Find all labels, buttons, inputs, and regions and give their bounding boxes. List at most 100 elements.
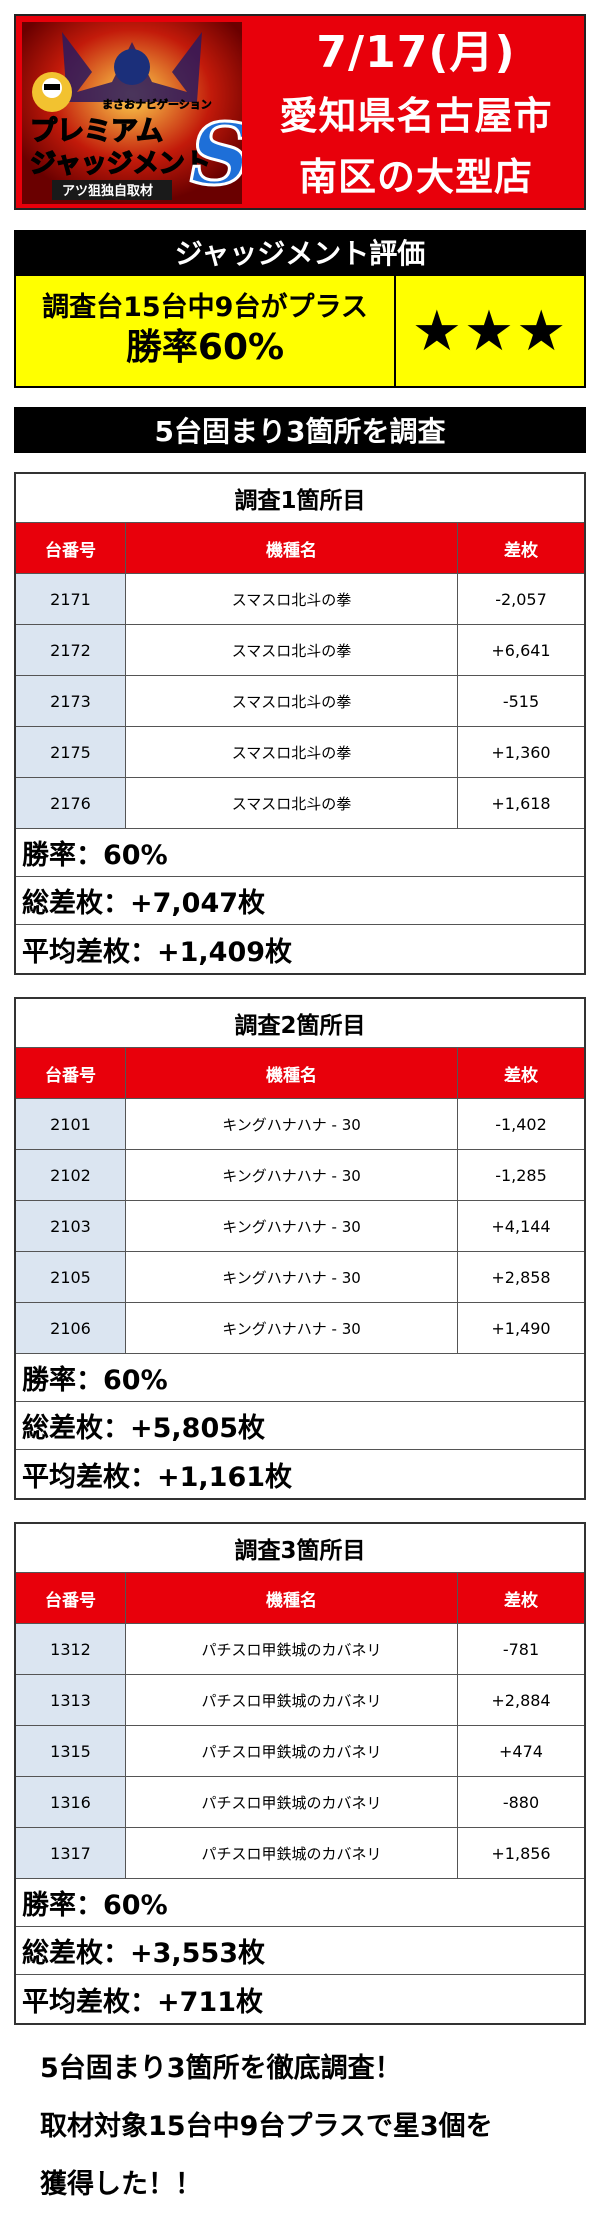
model-name: キングハナハナ - 30 bbox=[126, 1303, 458, 1353]
survey-location: 愛知県名古屋市 bbox=[279, 94, 553, 139]
table-row: 2101 キングハナハナ - 30 -1,402 bbox=[16, 1099, 584, 1150]
unit-number: 2176 bbox=[16, 778, 126, 828]
diff-value: -515 bbox=[502, 691, 540, 711]
diff-value: +2,858 bbox=[491, 1267, 551, 1287]
model-name: スマスロ北斗の拳 bbox=[126, 574, 458, 624]
unit-number: 1312 bbox=[16, 1624, 126, 1674]
judgment-title: ジャッジメント評価 bbox=[14, 230, 586, 274]
diff-value: +1,856 bbox=[491, 1843, 551, 1863]
section-total-diff: 総差枚：+3,553枚 bbox=[16, 1927, 584, 1975]
logo-small-text: まさおナビゲーション bbox=[102, 97, 212, 111]
column-unit: 台番号 bbox=[16, 1048, 126, 1098]
unit-number: 1313 bbox=[16, 1675, 126, 1725]
section-win-rate: 勝率：60% bbox=[16, 1879, 584, 1927]
unit-number: 2173 bbox=[16, 676, 126, 726]
table-row: 2171 スマスロ北斗の拳 -2,057 bbox=[16, 574, 584, 625]
diff-value: -1,285 bbox=[495, 1165, 547, 1185]
table-row: 1313 パチスロ甲鉄城のカバネリ +2,884 bbox=[16, 1675, 584, 1726]
logo-banner-text: アツ狙独自取材 bbox=[62, 183, 153, 199]
table-row: 2106 キングハナハナ - 30 +1,490 bbox=[16, 1303, 584, 1354]
section-average-diff: 平均差枚：+1,409枚 bbox=[22, 936, 293, 968]
column-diff: 差枚 bbox=[504, 1065, 538, 1086]
section-total-diff: 総差枚：+7,047枚 bbox=[16, 877, 584, 925]
header-banner: まさおナビゲーション プレミアム ジャッジメント S アツ狙独自取材 7/17(… bbox=[14, 14, 586, 210]
header-text: 7/17(月) 愛知県名古屋市 南区の大型店 bbox=[248, 20, 584, 208]
diff-value: +474 bbox=[499, 1741, 543, 1761]
closing-line-3: 獲得した！！ bbox=[40, 2169, 202, 2200]
unit-number: 2101 bbox=[16, 1099, 126, 1149]
survey-section-1: 調査1箇所目 台番号 機種名 差枚 2171 スマスロ北斗の拳 -2,057 2… bbox=[14, 472, 586, 975]
diff-value: -880 bbox=[502, 1792, 540, 1812]
survey-date: 7/17(月) bbox=[316, 27, 516, 79]
column-diff: 差枚 bbox=[504, 1590, 538, 1611]
closing-text: 5台固まり3箇所を徹底調査！ 取材対象15台中9台プラスで星3個を 獲得した！！ bbox=[40, 2040, 580, 2214]
store-description: 南区の大型店 bbox=[298, 154, 533, 199]
column-model: 機種名 bbox=[126, 1573, 458, 1623]
section-average-diff: 平均差枚：+1,161枚 bbox=[22, 1461, 293, 1493]
diff-value: +6,641 bbox=[491, 640, 551, 660]
column-unit: 台番号 bbox=[16, 523, 126, 573]
column-diff: 差枚 bbox=[504, 540, 538, 561]
judgment-box: 調査台15台中9台がプラス 勝率60% ★★★ bbox=[14, 274, 586, 388]
unit-number: 1315 bbox=[16, 1726, 126, 1776]
diff-value: +1,360 bbox=[491, 742, 551, 762]
unit-number: 2175 bbox=[16, 727, 126, 777]
logo-letter-s: S bbox=[190, 105, 242, 204]
model-name: スマスロ北斗の拳 bbox=[126, 625, 458, 675]
unit-number: 2171 bbox=[16, 574, 126, 624]
closing-line-2: 取材対象15台中9台プラスで星3個を bbox=[40, 2111, 493, 2142]
section-title: 調査2箇所目 bbox=[16, 999, 584, 1048]
section-title: 調査3箇所目 bbox=[16, 1524, 584, 1573]
model-name: パチスロ甲鉄城のカバネリ bbox=[126, 1726, 458, 1776]
unit-number: 2103 bbox=[16, 1201, 126, 1251]
model-name: キングハナハナ - 30 bbox=[126, 1201, 458, 1251]
unit-number: 2102 bbox=[16, 1150, 126, 1200]
unit-number: 1316 bbox=[16, 1777, 126, 1827]
logo-line1: プレミアム bbox=[30, 116, 163, 147]
premium-judgment-s-logo: まさおナビゲーション プレミアム ジャッジメント S アツ狙独自取材 bbox=[22, 22, 242, 204]
table-row: 2173 スマスロ北斗の拳 -515 bbox=[16, 676, 584, 727]
section-win-rate: 勝率：60% bbox=[16, 829, 584, 877]
diff-value: -2,057 bbox=[495, 589, 547, 609]
table-row: 2103 キングハナハナ - 30 +4,144 bbox=[16, 1201, 584, 1252]
survey-section-3: 調査3箇所目 台番号 機種名 差枚 1312 パチスロ甲鉄城のカバネリ -781… bbox=[14, 1522, 586, 2025]
logo-line2: ジャッジメント bbox=[30, 149, 211, 179]
diff-value: -781 bbox=[502, 1639, 540, 1659]
unit-number: 2105 bbox=[16, 1252, 126, 1302]
table-header: 台番号 機種名 差枚 bbox=[16, 1573, 584, 1624]
column-model: 機種名 bbox=[126, 1048, 458, 1098]
table-row: 2105 キングハナハナ - 30 +2,858 bbox=[16, 1252, 584, 1303]
table-header: 台番号 機種名 差枚 bbox=[16, 523, 584, 574]
table-row: 1315 パチスロ甲鉄城のカバネリ +474 bbox=[16, 1726, 584, 1777]
judgment-summary: 調査台15台中9台がプラス 勝率60% bbox=[16, 276, 396, 386]
table-row: 1312 パチスロ甲鉄城のカバネリ -781 bbox=[16, 1624, 584, 1675]
diff-value: +1,490 bbox=[491, 1318, 551, 1338]
model-name: パチスロ甲鉄城のカバネリ bbox=[126, 1624, 458, 1674]
model-name: スマスロ北斗の拳 bbox=[126, 727, 458, 777]
section-title: 調査1箇所目 bbox=[16, 474, 584, 523]
table-row: 2172 スマスロ北斗の拳 +6,641 bbox=[16, 625, 584, 676]
column-model: 機種名 bbox=[126, 523, 458, 573]
table-row: 2176 スマスロ北斗の拳 +1,618 bbox=[16, 778, 584, 829]
column-unit: 台番号 bbox=[16, 1573, 126, 1623]
section-total-diff: 総差枚：+5,805枚 bbox=[16, 1402, 584, 1450]
judgment-summary-text: 調査台15台中9台がプラス bbox=[42, 292, 368, 324]
unit-number: 1317 bbox=[16, 1828, 126, 1878]
table-row: 1316 パチスロ甲鉄城のカバネリ -880 bbox=[16, 1777, 584, 1828]
closing-line-1: 5台固まり3箇所を徹底調査！ bbox=[40, 2053, 402, 2084]
table-header: 台番号 機種名 差枚 bbox=[16, 1048, 584, 1099]
section-win-rate: 勝率：60% bbox=[16, 1354, 584, 1402]
model-name: パチスロ甲鉄城のカバネリ bbox=[126, 1828, 458, 1878]
table-row: 1317 パチスロ甲鉄城のカバネリ +1,856 bbox=[16, 1828, 584, 1879]
model-name: キングハナハナ - 30 bbox=[126, 1150, 458, 1200]
star-rating: ★★★ bbox=[411, 298, 569, 364]
model-name: パチスロ甲鉄城のカバネリ bbox=[126, 1675, 458, 1725]
diff-value: +4,144 bbox=[491, 1216, 551, 1236]
survey-title: 5台固まり3箇所を調査 bbox=[14, 407, 586, 453]
model-name: スマスロ北斗の拳 bbox=[126, 778, 458, 828]
model-name: パチスロ甲鉄城のカバネリ bbox=[126, 1777, 458, 1827]
unit-number: 2172 bbox=[16, 625, 126, 675]
survey-section-2: 調査2箇所目 台番号 機種名 差枚 2101 キングハナハナ - 30 -1,4… bbox=[14, 997, 586, 1500]
model-name: スマスロ北斗の拳 bbox=[126, 676, 458, 726]
table-row: 2102 キングハナハナ - 30 -1,285 bbox=[16, 1150, 584, 1201]
